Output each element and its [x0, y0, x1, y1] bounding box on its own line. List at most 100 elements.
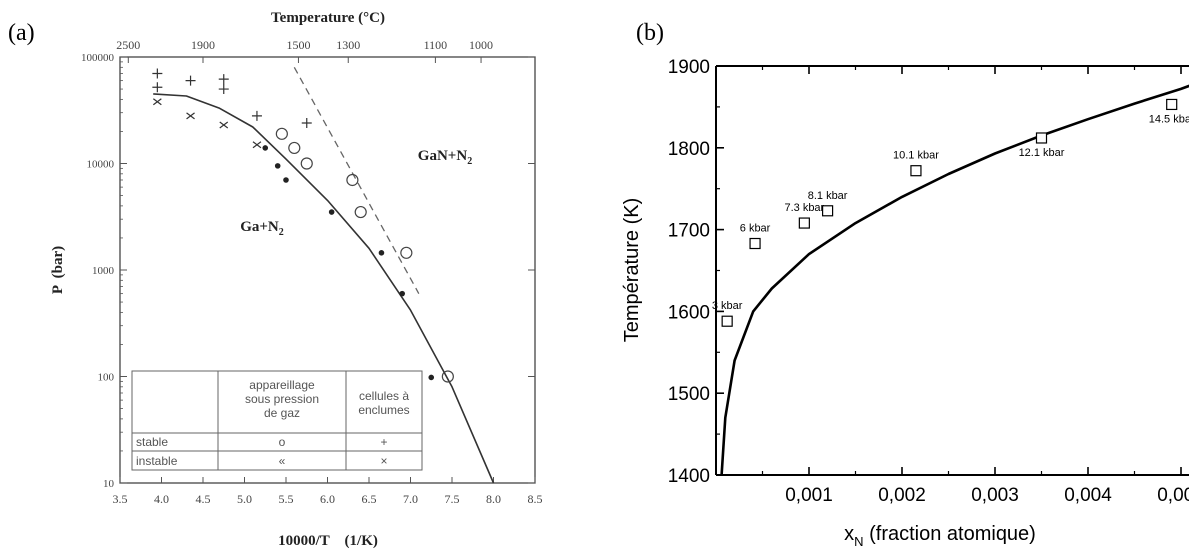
b-point-4	[910, 165, 922, 177]
a-top-tick-label-1: 1900	[191, 38, 215, 52]
a-point-cross	[219, 121, 229, 129]
a-point-open-circle	[300, 157, 313, 170]
b-point-2	[798, 217, 810, 229]
b-point-label-6: 14.5 kbar	[1149, 113, 1189, 125]
b-x-tick-label-4: 0,005	[1157, 485, 1189, 506]
b-point-3	[821, 205, 834, 217]
b-x-tick-label-0: 0,001	[785, 485, 833, 506]
b-solubility-curve	[720, 84, 1189, 476]
a-point-open-circle	[441, 370, 454, 383]
legend-table-frame	[131, 370, 423, 471]
panel-a-lines	[153, 67, 495, 484]
a-point-filled-dot	[378, 250, 385, 256]
b-point-label-0: 3 kbar	[712, 300, 743, 312]
panel-b-y-axis-label: Température (K)	[621, 198, 643, 343]
a-point-open-circle	[354, 205, 367, 219]
b-y-tick-label-0: 1400	[668, 466, 710, 487]
a-y-tick-label-1: 100	[98, 372, 115, 384]
a-point-plus	[152, 82, 163, 93]
panel-b-label: (b)	[636, 20, 664, 46]
a-x-tick-label-9: 8.0	[486, 492, 501, 506]
b-x-tick-label-3: 0,004	[1064, 485, 1112, 506]
b-y-tick-label-1: 1500	[668, 384, 710, 405]
legend-row-stable-anvil: +	[380, 435, 387, 449]
b-y-tick-label-2: 1600	[668, 302, 710, 323]
a-x-tick-label-0: 3.5	[113, 492, 128, 506]
a-point-cross	[186, 112, 195, 120]
legend-row-instable-gas: «	[279, 454, 286, 468]
a-x-tick-label-7: 7.0	[403, 492, 418, 506]
a-top-tick-label-0: 2500	[116, 38, 140, 52]
a-point-plus	[218, 84, 229, 95]
b-point-label-1: 6 kbar	[740, 223, 771, 235]
legend-row-stable-label: stable	[136, 435, 168, 449]
b-y-tick-label-4: 1800	[668, 139, 710, 160]
a-point-cross	[252, 141, 262, 149]
a-point-open-circle	[288, 141, 301, 155]
a-x-tick-label-4: 5.5	[279, 492, 294, 506]
a-x-tick-label-6: 6.5	[362, 492, 377, 506]
a-y-tick-label-0: 10	[103, 478, 115, 490]
b-y-tick-label-3: 1700	[668, 221, 710, 242]
panel-a-points	[152, 68, 454, 383]
panel-a-label: (a)	[8, 20, 35, 46]
legend-table: appareillage sous pression de gaz cellules…	[131, 370, 423, 471]
a-top-tick-label-4: 1100	[424, 38, 448, 52]
a-x-tick-label-2: 4.5	[196, 492, 211, 506]
a-point-plus	[152, 68, 163, 79]
b-point-label-2: 7.3 kbar	[784, 202, 824, 214]
a-point-filled-dot	[262, 145, 269, 151]
a-point-filled-dot	[283, 177, 289, 183]
a-point-filled-dot	[274, 163, 281, 169]
a-dashed-line	[293, 67, 420, 294]
a-point-open-circle	[346, 173, 359, 187]
b-y-tick-label-5: 1900	[668, 57, 710, 78]
a-top-tick-label-2: 1500	[286, 38, 310, 52]
legend-header-anvil: cellules à enclumes	[358, 389, 409, 417]
panel-a-x-axis-label: 10000/T (1/K)	[278, 533, 378, 549]
a-point-open-circle	[400, 246, 413, 259]
panel-a-region-label-gan: GaN+N2	[418, 148, 472, 167]
a-point-filled-dot	[428, 374, 435, 381]
legend-row-instable-label: instable	[136, 454, 178, 468]
a-point-open-circle	[275, 127, 288, 140]
b-x-tick-label-1: 0,002	[878, 485, 926, 506]
panel-b-ticks: 0,001 0,002 0,003 0,004 0,005 1400 1500 1600 170…	[668, 57, 1189, 506]
a-y-tick-label-4: 100000	[81, 52, 115, 64]
b-point-5	[1035, 132, 1048, 144]
panel-a: (a) Temperature (°C) 10000/T (1/K) P (ba…	[8, 10, 543, 549]
b-point-label-4: 10.1 kbar	[893, 150, 939, 162]
a-point-filled-dot	[399, 290, 406, 297]
panel-a-ticks: 3.5 4.0 4.5 5.0 5.5 6.0 6.5 7.0 7.5 8.0 8.5 10 100 10…	[81, 38, 543, 506]
a-point-cross	[152, 98, 162, 106]
a-phase-curve	[153, 93, 495, 484]
panel-a-region-label-ga: Ga+N2	[240, 219, 284, 238]
a-x-tick-label-5: 6.0	[320, 492, 335, 506]
a-point-plus	[251, 110, 262, 121]
a-y-tick-label-2: 1000	[92, 265, 115, 277]
a-point-plus	[185, 75, 196, 86]
b-point-6	[1166, 98, 1178, 111]
b-point-label-5: 12.1 kbar	[1019, 147, 1065, 159]
a-point-filled-dot	[328, 209, 335, 215]
panel-b-x-axis-label: xN (fraction atomique)	[844, 523, 1036, 549]
b-point-0	[721, 315, 733, 327]
panel-b-lines	[720, 84, 1189, 476]
a-x-tick-label-8: 7.5	[445, 492, 460, 506]
b-x-tick-label-2: 0,003	[971, 485, 1019, 506]
a-top-tick-label-3: 1300	[336, 38, 360, 52]
a-point-plus	[301, 118, 312, 129]
panel-a-y-axis-label: P (bar)	[50, 246, 66, 294]
a-point-plus	[218, 74, 229, 85]
a-x-tick-label-1: 4.0	[154, 492, 169, 506]
a-x-tick-label-3: 5.0	[237, 492, 252, 506]
b-point-label-3: 8.1 kbar	[808, 190, 848, 202]
legend-header-gas: appareillage sous pression de gaz	[245, 378, 319, 420]
panel-b: (b) Température (K) xN (fraction atomiqu…	[621, 20, 1189, 549]
a-x-tick-label-10: 8.5	[528, 492, 543, 506]
a-top-tick-label-5: 1000	[469, 38, 493, 52]
legend-row-stable-gas: o	[279, 435, 286, 449]
b-point-1	[749, 237, 761, 250]
